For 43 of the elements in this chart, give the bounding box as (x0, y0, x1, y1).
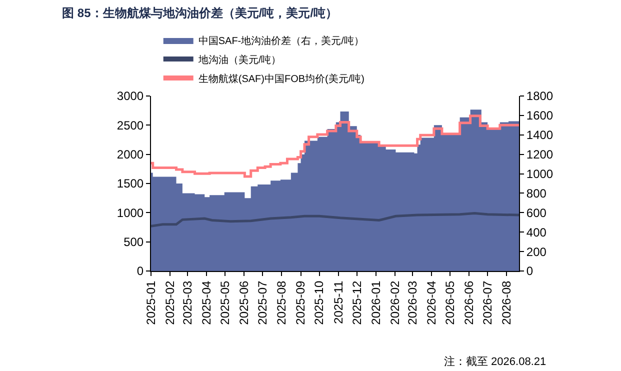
x-tick-label: 2026-04 (424, 280, 438, 325)
y-tick-label: 2500 (116, 118, 144, 132)
y-tick-label: 500 (124, 235, 144, 250)
x-tick-label: 2025-08 (274, 280, 289, 325)
y-tick-label: 3000 (116, 89, 144, 104)
x-tick-label: 2026-05 (442, 280, 457, 325)
x-tick-label: 2025-02 (163, 280, 178, 325)
x-tick-label: 2025-06 (236, 280, 251, 325)
x-tick-label: 2026-03 (405, 280, 420, 325)
legend-label: 中国SAF-地沟油价差（右，美元/吨） (198, 34, 364, 47)
y2-tick-label: 1600 (526, 108, 554, 123)
text: 注：截至 2026.08.21 (444, 355, 546, 368)
y2-tick-label: 0 (526, 264, 534, 278)
y2-tick-label: 200 (526, 244, 547, 259)
y2-tick-label: 1000 (526, 166, 554, 181)
x-tick-label: 2025-03 (180, 280, 194, 325)
x-tick-label: 2025-04 (199, 280, 214, 325)
y2-tick-label: 600 (526, 206, 547, 220)
legend-label: 地沟油（美元/吨） (197, 54, 282, 66)
legend-label: 生物航煤(SAF)中国FOB均价(美元/吨) (198, 72, 364, 85)
line-series (151, 212, 519, 228)
x-tick-label: 2026-06 (462, 280, 476, 325)
y2-tick-label: 1400 (526, 128, 554, 142)
x-tick-label: 2025-11 (331, 280, 346, 324)
x-tick-label: 2025-12 (350, 280, 364, 325)
chart-title: 图 85：生物航煤与地沟油价差（美元/吨，美元/吨） (62, 6, 338, 20)
y2-tick-label: 1800 (526, 89, 554, 104)
y-tick-label: 1000 (116, 206, 144, 220)
x-tick-label: 2026-02 (388, 280, 402, 325)
x-tick-label: 2025-07 (255, 280, 270, 325)
y2-tick-label: 400 (526, 225, 547, 240)
x-tick-label: 2026-07 (480, 280, 494, 325)
y2-tick-label: 800 (526, 186, 547, 200)
x-tick-label: 2025-09 (294, 280, 308, 325)
x-tick-label: 2026-01 (368, 280, 383, 325)
y-tick-label: 2000 (116, 148, 144, 162)
y-tick-label: 0 (136, 264, 144, 278)
x-tick-label: 2025-01 (144, 280, 158, 325)
x-tick-label: 2026-08 (500, 280, 514, 325)
y-tick-label: 1500 (116, 176, 144, 191)
y2-tick-label: 1200 (526, 148, 554, 162)
x-tick-label: 2025-05 (218, 280, 232, 325)
x-tick-label: 2025-10 (312, 280, 326, 325)
